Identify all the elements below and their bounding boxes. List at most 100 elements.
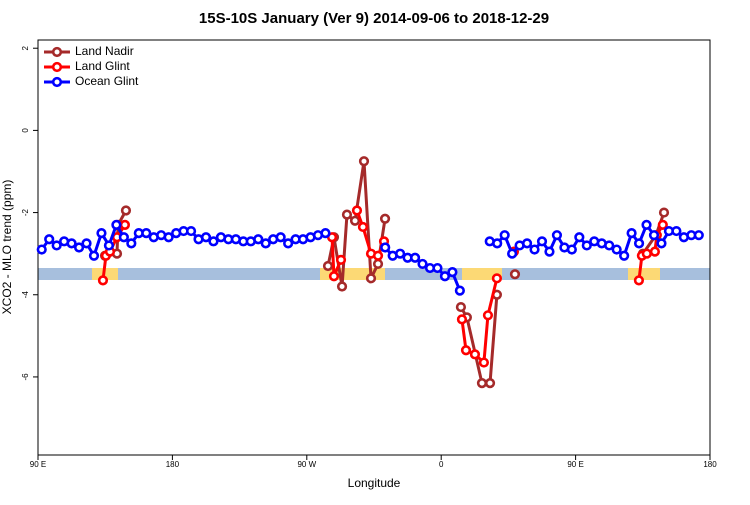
point [351, 205, 363, 216]
point [658, 207, 670, 218]
point [417, 258, 428, 270]
point [111, 219, 122, 231]
point [482, 310, 494, 321]
point [671, 225, 682, 237]
point [357, 221, 369, 233]
x-tick-label: 90 W [297, 460, 316, 469]
point [126, 238, 137, 249]
x-tick-label: 90 E [30, 460, 46, 469]
point [536, 236, 548, 247]
point [626, 228, 637, 239]
point [365, 273, 377, 284]
point [372, 250, 384, 261]
point [409, 252, 421, 263]
point [96, 228, 107, 239]
chart-title: 15S-10S January (Ver 9) 2014-09-06 to 20… [199, 10, 549, 27]
point [499, 230, 510, 241]
legend-label: Ocean Glint [75, 74, 139, 88]
point [66, 238, 77, 249]
point [656, 238, 667, 249]
point [97, 275, 109, 286]
point [88, 250, 100, 261]
y-tick-label: 2 [21, 45, 30, 50]
point [447, 267, 458, 278]
point [341, 209, 353, 220]
series-line [460, 277, 499, 366]
point [253, 234, 264, 245]
point [604, 240, 615, 251]
point [44, 234, 55, 245]
x-tick-label: 180 [703, 460, 717, 469]
point [439, 271, 451, 282]
point [275, 232, 286, 243]
legend-marker [51, 76, 63, 88]
point [118, 232, 129, 243]
point [200, 232, 212, 243]
point [509, 269, 521, 280]
x-tick-label: 90 E [567, 460, 583, 469]
point [120, 205, 132, 216]
point [380, 242, 391, 253]
point [491, 273, 503, 284]
point [141, 228, 152, 239]
point [619, 250, 630, 261]
point [208, 236, 219, 247]
point [492, 238, 503, 249]
point [544, 246, 555, 257]
point [328, 271, 340, 282]
legend-marker [51, 46, 63, 58]
point [73, 242, 85, 253]
y-tick-label: -2 [21, 208, 30, 216]
point [574, 232, 585, 243]
point [454, 285, 465, 296]
point [51, 240, 62, 251]
land-band [628, 268, 660, 280]
point [478, 357, 490, 368]
point [322, 260, 334, 272]
y-axis-label: XCO2 - MLO trend (ppm) [0, 180, 14, 315]
point [119, 219, 131, 231]
x-tick-label: 180 [166, 460, 180, 469]
point [611, 244, 622, 255]
point [36, 244, 47, 255]
point [693, 230, 704, 241]
point [633, 275, 645, 286]
point [260, 238, 271, 249]
point [460, 345, 472, 356]
point [320, 228, 331, 239]
x-tick-label: 0 [439, 460, 444, 469]
point [469, 349, 481, 360]
y-tick-label: -6 [21, 373, 30, 381]
point [649, 246, 660, 257]
point [372, 258, 384, 270]
point [641, 219, 652, 231]
point [551, 230, 563, 241]
point [641, 248, 652, 259]
y-tick-label: -4 [21, 291, 30, 299]
point [521, 238, 533, 249]
point [581, 240, 592, 251]
point [163, 232, 174, 243]
point [336, 281, 348, 292]
point [379, 213, 391, 224]
point [484, 377, 496, 389]
point [335, 254, 347, 265]
point [349, 215, 361, 226]
point [529, 244, 540, 255]
legend-label: Land Glint [75, 59, 130, 73]
x-axis-label: Longitude [348, 476, 401, 490]
point [455, 301, 467, 313]
point [432, 262, 443, 274]
point [657, 219, 668, 231]
legend-label: Land Nadir [75, 44, 134, 58]
point [476, 377, 488, 389]
point [456, 314, 468, 325]
point [566, 244, 577, 255]
point [81, 238, 92, 249]
point [103, 240, 115, 251]
point [185, 225, 197, 237]
point [507, 248, 518, 259]
point [648, 230, 660, 241]
legend-marker [51, 61, 63, 73]
